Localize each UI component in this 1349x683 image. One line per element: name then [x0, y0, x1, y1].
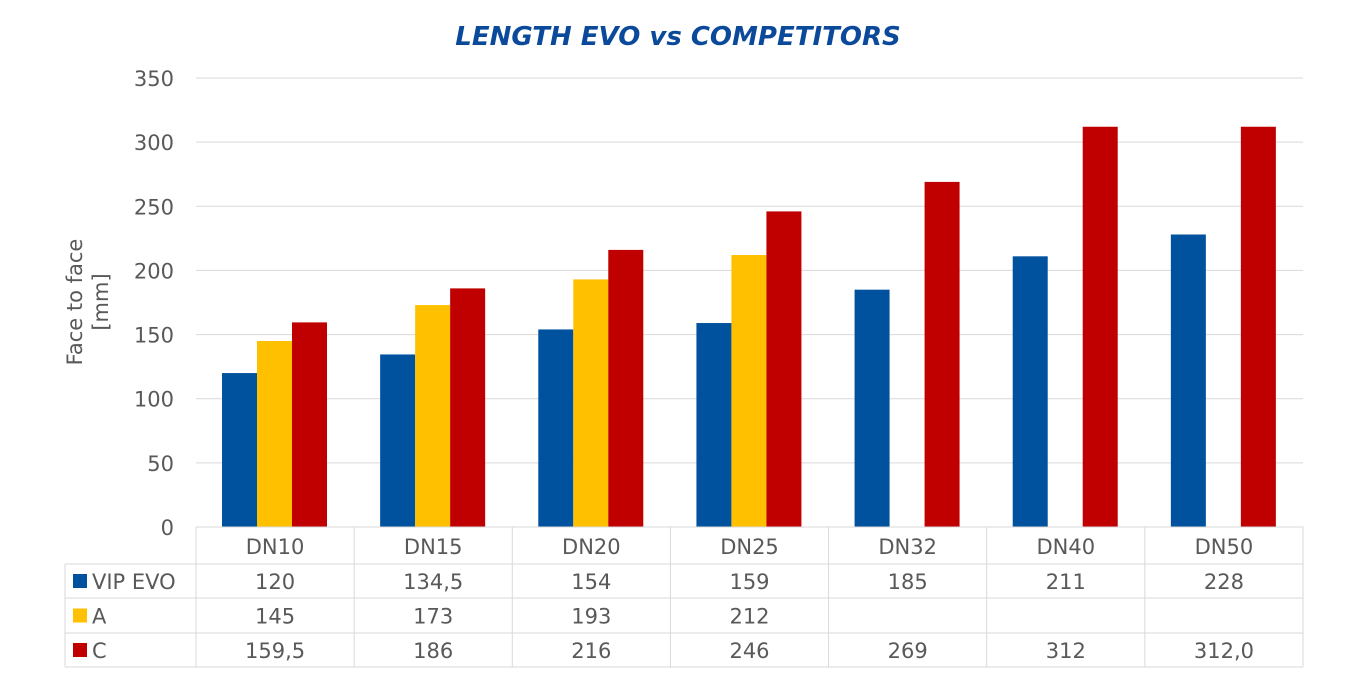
y-tick-label: 250 [134, 195, 174, 219]
bar-vip-evo [380, 354, 416, 527]
bar-c [608, 249, 644, 527]
bar-a [573, 279, 609, 527]
table-value: 246 [729, 639, 769, 663]
table-value: 173 [413, 605, 453, 629]
legend-key [73, 643, 87, 657]
y-tick-label: 100 [134, 388, 174, 412]
bar-c [450, 288, 486, 527]
x-category-label: DN40 [1036, 535, 1095, 559]
bar-a [731, 255, 767, 527]
table-value: 185 [888, 570, 928, 594]
x-category-label: DN50 [1195, 535, 1254, 559]
table-value: 193 [571, 605, 611, 629]
table-value: 312,0 [1194, 639, 1254, 663]
y-axis-label-line: Face to face [63, 239, 87, 366]
bar-vip-evo [538, 329, 574, 527]
y-tick-label: 150 [134, 324, 174, 348]
y-tick-label: 350 [134, 67, 174, 91]
chart-title: LENGTH EVO vs COMPETITORS [455, 22, 900, 52]
table-value: 186 [413, 639, 453, 663]
legend-key [73, 608, 87, 623]
table-value: 211 [1046, 570, 1086, 594]
bar-vip-evo [696, 323, 732, 527]
table-value: 228 [1204, 570, 1244, 594]
bar-c [292, 322, 327, 527]
legend-series-name: VIP EVO [92, 570, 176, 594]
bar-c [766, 211, 802, 527]
table-value: 159,5 [245, 639, 305, 663]
table-value: 212 [729, 605, 769, 629]
table-value: 154 [571, 570, 611, 594]
y-tick-label: 50 [147, 452, 174, 476]
table-value: 120 [255, 570, 295, 594]
table-value: 216 [571, 639, 611, 663]
bar-c [924, 181, 960, 527]
table-value: 134,5 [403, 570, 463, 594]
bar-vip-evo [1170, 234, 1206, 527]
y-tick-label: 200 [134, 259, 174, 283]
bar-vip-evo [222, 373, 257, 527]
x-category-label: DN32 [878, 535, 937, 559]
y-tick-label: 0 [161, 516, 174, 540]
x-category-label: DN10 [246, 535, 305, 559]
legend-series-name: A [92, 605, 107, 629]
table-value: 312 [1046, 639, 1086, 663]
y-axis-label-line: [mm] [89, 273, 113, 330]
table-value: 145 [255, 605, 295, 629]
y-axis-label: Face to face[mm] [63, 239, 113, 366]
x-category-label: DN25 [720, 535, 779, 559]
x-category-label: DN15 [404, 535, 463, 559]
y-tick-label: 300 [134, 131, 174, 155]
bar-a [257, 340, 292, 527]
table-value: 159 [729, 570, 769, 594]
bar-vip-evo [1012, 256, 1048, 527]
x-category-label: DN20 [562, 535, 621, 559]
legend-series-name: C [92, 639, 107, 663]
bar-vip-evo [854, 289, 890, 527]
bar-c [1240, 126, 1276, 528]
bar-a [415, 305, 451, 527]
table-value: 269 [888, 639, 928, 663]
bar-c [1082, 126, 1118, 528]
legend-key [73, 574, 87, 588]
